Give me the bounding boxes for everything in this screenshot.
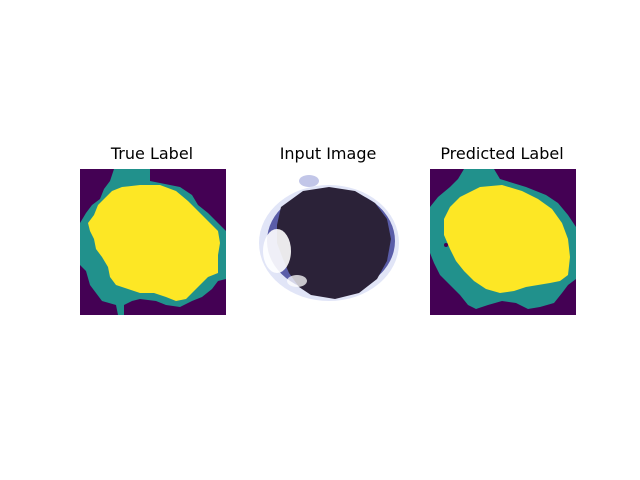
object-region	[444, 185, 570, 293]
predicted-label-title: Predicted Label	[440, 144, 564, 163]
input-object	[277, 187, 391, 299]
dark-spot	[444, 243, 448, 247]
input-spot	[299, 175, 319, 187]
input-glint	[287, 275, 307, 287]
object-region	[88, 185, 220, 301]
true-label-image	[80, 169, 226, 315]
input-image-title: Input Image	[279, 144, 377, 163]
predicted-label-image	[430, 169, 576, 315]
true-label-title: True Label	[110, 144, 194, 163]
input-image	[255, 169, 401, 315]
input-highlight	[263, 229, 291, 273]
